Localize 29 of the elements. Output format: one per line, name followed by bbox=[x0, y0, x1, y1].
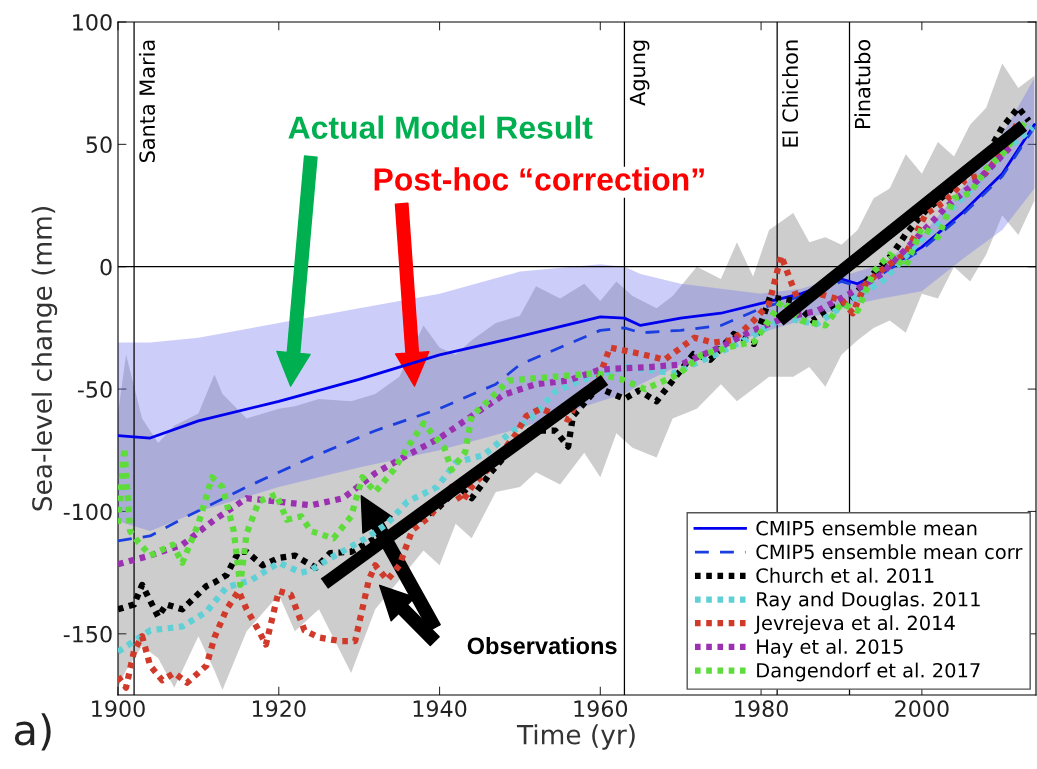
annotation: Actual Model Result bbox=[288, 115, 593, 139]
x-tick-label: 1900 bbox=[92, 700, 145, 718]
ref-line-label: Pinatubo bbox=[854, 39, 871, 128]
x-tick-label: 1940 bbox=[413, 700, 467, 718]
x-tick-label: 1960 bbox=[574, 700, 628, 718]
legend-label: Church et al. 2011 bbox=[756, 567, 934, 583]
x-tick-label: 2000 bbox=[895, 700, 949, 718]
legend-label: CMIP5 ensemble mean corr bbox=[756, 544, 1023, 560]
y-tick-label: 0 bbox=[100, 258, 112, 276]
annotation: Observations bbox=[467, 636, 617, 655]
x-tick-label: 1920 bbox=[252, 700, 306, 718]
legend-label: Hay et al. 2015 bbox=[757, 638, 903, 658]
y-tick-label: -100 bbox=[63, 503, 112, 521]
legend-label: Ray and Douglas. 2011 bbox=[757, 591, 980, 611]
ref-line-label: Agung bbox=[629, 40, 650, 106]
ref-line-label: El Chichon bbox=[781, 40, 799, 147]
x-axis-title: Time (yr) bbox=[516, 724, 635, 750]
x-tick-label: 1980 bbox=[735, 700, 788, 718]
ref-line-label: Santa Maria bbox=[138, 40, 156, 163]
legend-label: Jevrejeva et al. 2014 bbox=[754, 615, 955, 635]
y-axis-title: Sea-level change (mm) bbox=[31, 207, 58, 511]
text: a) bbox=[14, 713, 51, 751]
y-tick-label: 100 bbox=[73, 13, 112, 31]
legend-label: Dangendorf et al. 2017 bbox=[757, 662, 980, 682]
y-tick-label: -50 bbox=[77, 381, 112, 398]
y-tick-label: -150 bbox=[63, 625, 112, 643]
legend-label: CMIP5 ensemble mean bbox=[756, 520, 977, 536]
y-tick-label: 50 bbox=[86, 136, 112, 154]
annotation: Post-hoc “correction” bbox=[374, 167, 704, 191]
